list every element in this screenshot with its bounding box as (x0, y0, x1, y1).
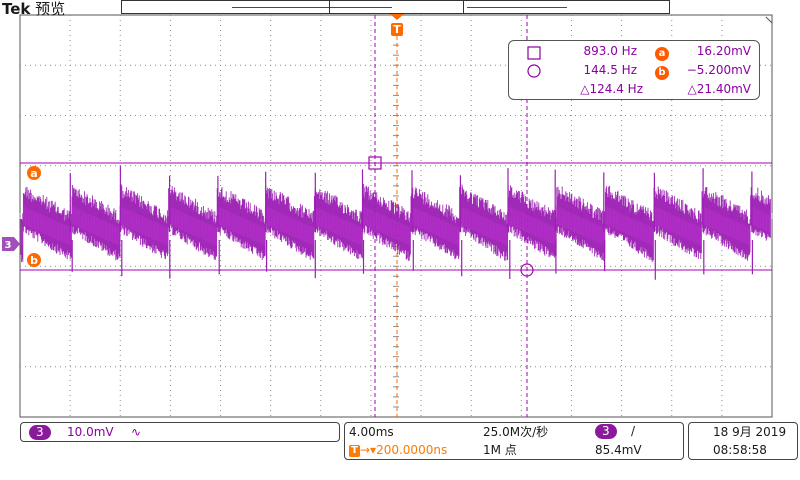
sample-rate: 25.0M次/秒 (483, 425, 549, 439)
cursor-b-frequency: 144.5 Hz (583, 63, 638, 77)
horizontal-trigger-box[interactable]: 4.00ms T →▾200.0000ns 25.0M次/秒 1M 点 3 / 8… (344, 422, 684, 460)
voltage-delta: △21.40mV (687, 82, 751, 96)
square-cursor-marker (368, 156, 382, 170)
cursor-a-marker-label: a (30, 167, 37, 180)
date-label: 18 9月 2019 (713, 425, 787, 439)
trigger-t-label: T (393, 23, 401, 36)
trigger-channel-chip: 3 (595, 424, 617, 439)
record-trace-indicator (467, 7, 567, 8)
record-visible-window[interactable] (329, 1, 464, 13)
time-scale: 4.00ms (349, 425, 394, 439)
frequency-delta: △124.4 Hz (580, 82, 643, 96)
trigger-position-icon: T (349, 444, 360, 457)
channel-settings-box[interactable]: 3 10.0mV ∿ (20, 422, 340, 442)
cursor-b-marker (27, 253, 41, 267)
cursor-a-frequency: 893.0 Hz (583, 44, 638, 58)
channel-chip: 3 (29, 425, 51, 440)
trigger-slope-icon: / (631, 424, 636, 438)
brand-logo: Tek (2, 0, 31, 18)
time-label: 08:58:58 (713, 443, 767, 457)
waveform-spikes (69, 166, 753, 280)
graticule-corner-tick (765, 16, 773, 24)
brand-header: Tek 预览 (2, 0, 65, 18)
cursor-readout-panel: 893.0 Hz a 16.20mV 144.5 Hz b −5.200mV △… (508, 40, 760, 100)
waveform-core (20, 206, 771, 246)
channel-3-marker (2, 237, 20, 251)
cursor-a-badge: a (655, 43, 669, 61)
trigger-position: T →▾200.0000ns (349, 443, 447, 458)
cursor-b-marker-label: b (30, 254, 38, 267)
square-cursor-icon (527, 43, 541, 61)
cursor-b-voltage: −5.200mV (686, 63, 751, 77)
cursor-a-voltage: 16.20mV (696, 44, 751, 58)
status-bar: 3 10.0mV ∿ 4.00ms T →▾200.0000ns 25.0M次/秒… (0, 420, 800, 480)
cursor-b-badge: b (655, 62, 669, 80)
channel-3-marker-label: 3 (5, 240, 12, 251)
channel-scale: 10.0mV (67, 425, 114, 439)
circle-cursor-icon (527, 61, 541, 79)
trigger-t-marker (391, 23, 403, 36)
record-trace-indicator (232, 7, 392, 8)
cursor-a-marker (27, 166, 41, 180)
circle-cursor-marker (520, 263, 534, 277)
trigger-level: 85.4mV (595, 443, 642, 457)
record-length: 1M 点 (483, 443, 517, 457)
date-time-box: 18 9月 2019 08:58:58 (688, 422, 798, 460)
record-view-bar[interactable] (121, 0, 670, 14)
coupling-icon: ∿ (131, 425, 142, 439)
mode-label: 预览 (35, 0, 66, 18)
